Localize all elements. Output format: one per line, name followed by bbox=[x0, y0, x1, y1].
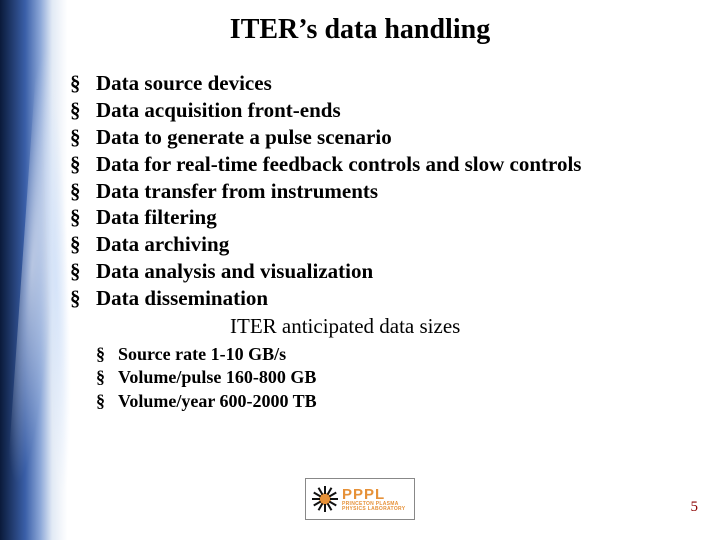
slide-title: ITER’s data handling bbox=[0, 14, 720, 46]
logo-text: PPPL PRINCETON PLASMA PHYSICS LABORATORY bbox=[342, 487, 405, 512]
main-bullet-list: Data source devices Data acquisition fro… bbox=[70, 70, 700, 312]
subtitle: ITER anticipated data sizes bbox=[230, 314, 700, 339]
list-item: Data dissemination bbox=[70, 285, 700, 312]
sub-bullet-list: Source rate 1-10 GB/s Volume/pulse 160-8… bbox=[96, 343, 700, 413]
pppl-logo: PPPL PRINCETON PLASMA PHYSICS LABORATORY bbox=[305, 478, 415, 520]
page-number: 5 bbox=[691, 499, 699, 516]
list-item: Data for real-time feedback controls and… bbox=[70, 151, 700, 178]
list-item: Data archiving bbox=[70, 231, 700, 258]
list-item: Data filtering bbox=[70, 204, 700, 231]
logo-line2: PHYSICS LABORATORY bbox=[342, 507, 405, 512]
list-item: Data transfer from instruments bbox=[70, 178, 700, 205]
list-item: Data analysis and visualization bbox=[70, 258, 700, 285]
sun-icon bbox=[310, 484, 340, 514]
list-item: Source rate 1-10 GB/s bbox=[96, 343, 700, 366]
list-item: Data to generate a pulse scenario bbox=[70, 124, 700, 151]
logo-acronym: PPPL bbox=[342, 487, 405, 502]
list-item: Volume/pulse 160-800 GB bbox=[96, 366, 700, 389]
slide: ITER’s data handling Data source devices… bbox=[0, 0, 720, 540]
list-item: Volume/year 600-2000 TB bbox=[96, 390, 700, 413]
list-item: Data acquisition front-ends bbox=[70, 97, 700, 124]
list-item: Data source devices bbox=[70, 70, 700, 97]
slide-content: Data source devices Data acquisition fro… bbox=[70, 70, 700, 413]
